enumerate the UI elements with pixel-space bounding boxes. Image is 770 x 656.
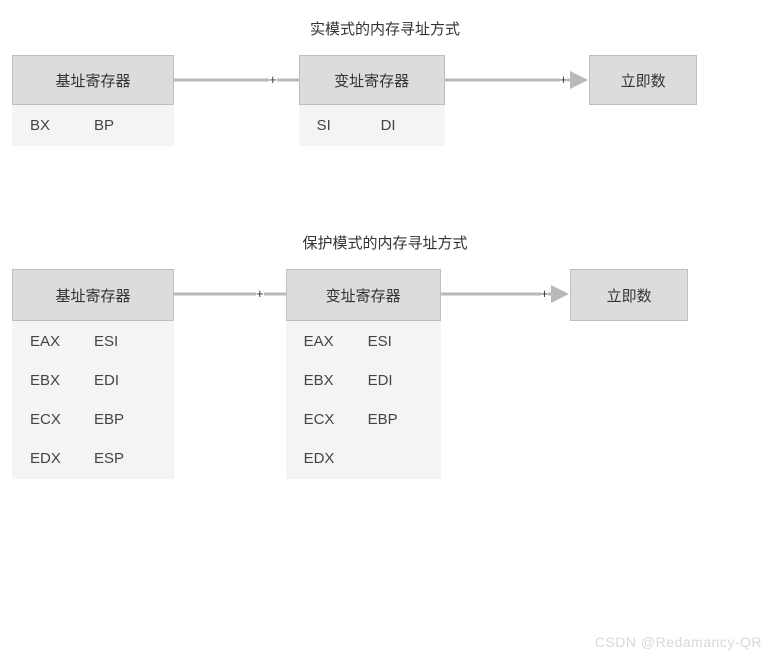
register-label: EBP <box>368 411 404 428</box>
plus-symbol: + <box>541 286 549 301</box>
register-label: EAX <box>304 333 340 350</box>
arrow-icon <box>174 70 269 90</box>
immediate-header: 立即数 <box>589 55 697 105</box>
register-label: EAX <box>30 333 66 350</box>
register-row: ECX EBP <box>304 411 423 428</box>
register-label: BP <box>94 117 130 134</box>
arrow-wrap-2b <box>567 55 589 105</box>
arrow-icon <box>264 284 286 304</box>
plus-wrap-1: + <box>269 55 277 105</box>
register-label: ESP <box>94 450 130 467</box>
index-register-body: EAX ESI EBX EDI ECX EBP EDX <box>286 321 441 479</box>
register-label: ESI <box>368 333 404 350</box>
protected-mode-title: 保护模式的内存寻址方式 <box>0 214 770 269</box>
register-label: ECX <box>304 411 340 428</box>
index-register-header: 变址寄存器 <box>286 269 441 321</box>
register-label: EBP <box>94 411 130 428</box>
register-label: ECX <box>30 411 66 428</box>
arrow-wrap-2 <box>445 55 560 105</box>
plus-symbol: + <box>560 72 568 87</box>
register-row: EDX ESP <box>30 450 156 467</box>
arrow-icon <box>567 70 589 90</box>
register-row: BX BP <box>30 117 156 134</box>
real-mode-title: 实模式的内存寻址方式 <box>0 0 770 55</box>
register-label: EDX <box>30 450 66 467</box>
base-register-header: 基址寄存器 <box>12 55 174 105</box>
register-label: EDX <box>304 450 340 467</box>
arrow-wrap-1 <box>174 55 269 105</box>
register-label: EBX <box>304 372 340 389</box>
arrow-icon <box>174 284 256 304</box>
register-row: SI DI <box>317 117 427 134</box>
register-label: DI <box>381 117 417 134</box>
register-row: EBX EDI <box>304 372 423 389</box>
base-register-body: EAX ESI EBX EDI ECX EBP EDX ESP <box>12 321 174 479</box>
protected-mode-section: 保护模式的内存寻址方式 基址寄存器 EAXESIEBXEDIECXEBPEDXE… <box>0 214 770 479</box>
real-mode-section: 实模式的内存寻址方式 基址寄存器 BX BP + 变址寄存器 SI DI + <box>0 0 770 146</box>
base-register-body: BX BP <box>12 105 174 146</box>
arrow-icon <box>441 284 541 304</box>
immediate-block: 立即数 <box>570 269 688 321</box>
index-register-header: 变址寄存器 <box>299 55 445 105</box>
index-register-block: 变址寄存器 SI DI <box>299 55 445 146</box>
register-row: ECX EBP <box>30 411 156 428</box>
register-label: EBX <box>30 372 66 389</box>
register-label: EDI <box>94 372 130 389</box>
register-row: EAX ESI <box>30 333 156 350</box>
register-label: SI <box>317 117 353 134</box>
arrow-wrap-2b <box>548 269 570 319</box>
register-label: ESI <box>94 333 130 350</box>
register-label <box>368 450 404 467</box>
protected-mode-row: 基址寄存器 EAX ESI EBX EDI ECX EBP EDX ESP + 变址寄存器 E… <box>0 269 770 479</box>
plus-symbol: + <box>269 72 277 87</box>
plus-symbol: + <box>256 286 264 301</box>
arrow-wrap-2 <box>441 269 541 319</box>
index-register-body: SI DI <box>299 105 445 146</box>
watermark: CSDN @Redamancy-QR <box>595 634 762 650</box>
register-row: EAX ESI <box>304 333 423 350</box>
arrow-icon <box>277 70 299 90</box>
arrow-icon <box>445 70 560 90</box>
register-label: BX <box>30 117 66 134</box>
arrow-icon <box>548 284 570 304</box>
register-row: EBX EDI <box>30 372 156 389</box>
base-register-block: 基址寄存器 BX BP <box>12 55 174 146</box>
immediate-block: 立即数 <box>589 55 697 105</box>
register-label: EDI <box>368 372 404 389</box>
plus-wrap-2: + <box>541 269 549 319</box>
immediate-header: 立即数 <box>570 269 688 321</box>
index-register-block: 变址寄存器 EAX ESI EBX EDI ECX EBP EDX <box>286 269 441 479</box>
real-mode-row: 基址寄存器 BX BP + 变址寄存器 SI DI + <box>0 55 770 146</box>
base-register-block: 基址寄存器 EAX ESI EBX EDI ECX EBP EDX ESP <box>12 269 174 479</box>
arrow-wrap-1b <box>277 55 299 105</box>
arrow-wrap-1b <box>264 269 286 319</box>
plus-wrap-2: + <box>560 55 568 105</box>
arrow-wrap-1 <box>174 269 256 319</box>
plus-wrap-1: + <box>256 269 264 319</box>
register-row: EDX <box>304 450 423 467</box>
base-register-header: 基址寄存器 <box>12 269 174 321</box>
